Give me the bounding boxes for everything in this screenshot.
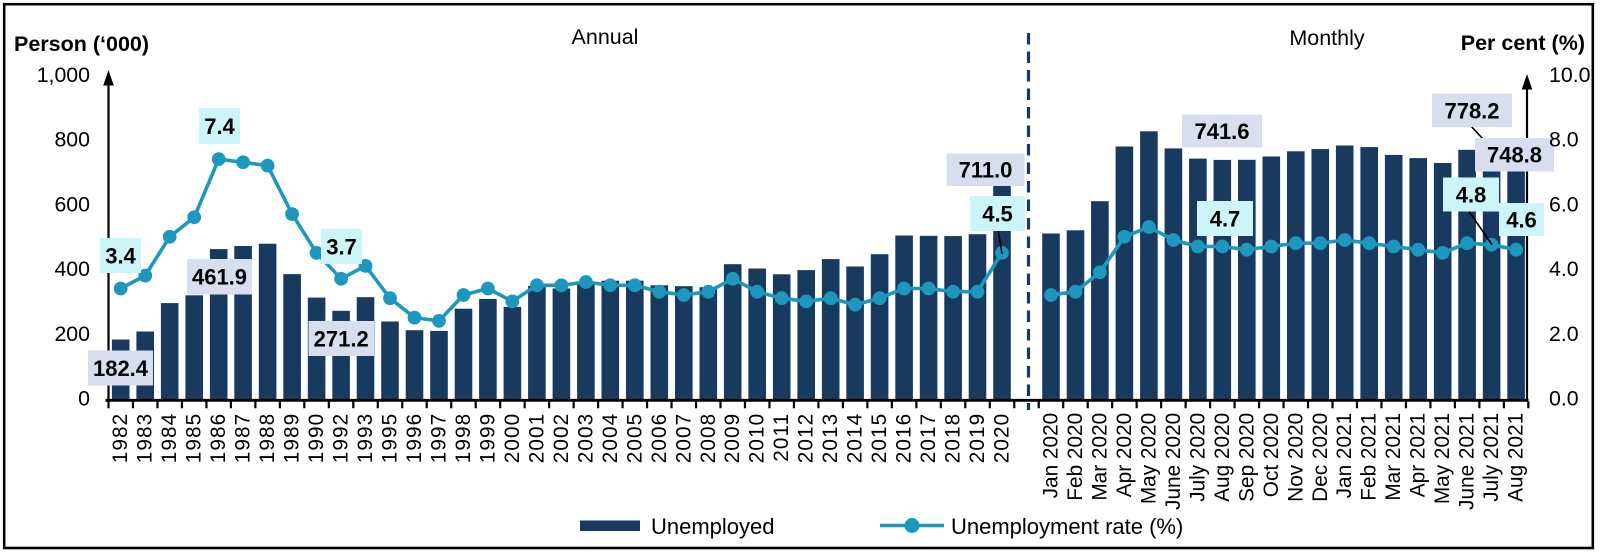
- svg-text:Dec 2020: Dec 2020: [1309, 413, 1332, 502]
- svg-text:2008: 2008: [697, 413, 720, 463]
- svg-text:200: 200: [54, 322, 90, 346]
- svg-text:Monthly: Monthly: [1289, 26, 1365, 50]
- svg-text:2019: 2019: [966, 413, 989, 463]
- svg-text:May 2021: May 2021: [1431, 413, 1454, 504]
- svg-text:800: 800: [54, 128, 90, 152]
- svg-text:Unemployed: Unemployed: [651, 514, 775, 539]
- svg-text:1985: 1985: [183, 413, 206, 463]
- svg-text:2001: 2001: [525, 413, 548, 463]
- svg-text:2000: 2000: [501, 413, 524, 463]
- svg-text:2012: 2012: [795, 413, 818, 463]
- svg-text:Nov 2020: Nov 2020: [1284, 413, 1307, 502]
- svg-text:7.4: 7.4: [204, 114, 235, 139]
- svg-text:Aug 2020: Aug 2020: [1211, 413, 1234, 502]
- svg-text:4.5: 4.5: [982, 202, 1013, 227]
- svg-text:2017: 2017: [917, 413, 940, 463]
- svg-text:Person (‘000): Person (‘000): [14, 32, 149, 56]
- svg-text:0.0: 0.0: [1549, 387, 1579, 411]
- svg-text:1993: 1993: [354, 413, 377, 463]
- svg-text:1984: 1984: [158, 413, 181, 463]
- svg-text:2002: 2002: [550, 413, 573, 463]
- svg-text:2011: 2011: [770, 413, 793, 462]
- svg-text:400: 400: [54, 257, 90, 281]
- svg-text:2003: 2003: [574, 413, 597, 463]
- svg-text:Sep 2020: Sep 2020: [1235, 413, 1258, 502]
- svg-text:Mar 2021: Mar 2021: [1382, 413, 1405, 501]
- svg-text:1995: 1995: [379, 413, 402, 463]
- svg-text:Mar 2020: Mar 2020: [1088, 413, 1111, 501]
- svg-text:Annual: Annual: [572, 25, 639, 49]
- svg-text:Feb 2020: Feb 2020: [1064, 413, 1087, 501]
- svg-text:1990: 1990: [305, 413, 328, 463]
- svg-text:4.0: 4.0: [1549, 257, 1579, 281]
- svg-text:2009: 2009: [721, 413, 744, 463]
- svg-text:2007: 2007: [672, 413, 695, 463]
- svg-text:182.4: 182.4: [93, 356, 149, 381]
- svg-text:1989: 1989: [281, 413, 304, 463]
- svg-text:6.0: 6.0: [1549, 192, 1579, 216]
- svg-text:1982: 1982: [109, 413, 132, 463]
- svg-text:2013: 2013: [819, 413, 842, 463]
- svg-text:Jan 2020: Jan 2020: [1040, 413, 1063, 499]
- svg-text:461.9: 461.9: [192, 265, 247, 290]
- svg-text:2018: 2018: [942, 413, 965, 463]
- svg-text:2014: 2014: [844, 413, 867, 463]
- svg-text:3.7: 3.7: [326, 235, 357, 260]
- svg-text:Oct 2020: Oct 2020: [1260, 413, 1283, 497]
- svg-text:4.8: 4.8: [1456, 183, 1487, 208]
- svg-text:1,000: 1,000: [37, 63, 90, 87]
- svg-text:1986: 1986: [207, 413, 230, 463]
- svg-text:2015: 2015: [868, 413, 891, 463]
- svg-text:1988: 1988: [256, 413, 279, 463]
- svg-text:8.0: 8.0: [1549, 128, 1579, 152]
- svg-text:1987: 1987: [232, 413, 255, 463]
- svg-text:10.0: 10.0: [1549, 63, 1591, 87]
- svg-text:June 2020: June 2020: [1162, 413, 1185, 510]
- svg-text:May 2020: May 2020: [1137, 413, 1160, 504]
- svg-text:0: 0: [78, 387, 90, 411]
- svg-text:271.2: 271.2: [314, 327, 369, 352]
- svg-text:Per cent (%): Per cent (%): [1461, 31, 1585, 55]
- svg-text:July 2020: July 2020: [1186, 413, 1209, 502]
- svg-text:600: 600: [54, 192, 90, 216]
- svg-text:Jan 2021: Jan 2021: [1333, 413, 1356, 499]
- svg-text:Feb 2021: Feb 2021: [1358, 413, 1381, 501]
- svg-text:748.8: 748.8: [1487, 143, 1542, 168]
- svg-text:4.7: 4.7: [1210, 207, 1241, 232]
- svg-text:Apr 2020: Apr 2020: [1113, 413, 1136, 497]
- svg-text:1998: 1998: [452, 413, 475, 463]
- svg-text:711.0: 711.0: [959, 158, 1013, 183]
- svg-text:2006: 2006: [648, 413, 671, 463]
- svg-text:1983: 1983: [134, 413, 157, 463]
- svg-text:Apr 2021: Apr 2021: [1407, 413, 1430, 497]
- svg-text:Unemployment rate (%): Unemployment rate (%): [951, 514, 1183, 539]
- svg-text:1996: 1996: [403, 413, 426, 463]
- svg-text:1999: 1999: [476, 413, 499, 463]
- svg-text:1992: 1992: [330, 413, 353, 463]
- svg-text:741.6: 741.6: [1194, 119, 1249, 144]
- svg-text:Aug 2021: Aug 2021: [1505, 413, 1528, 502]
- svg-text:2004: 2004: [599, 413, 622, 463]
- svg-text:July 2021: July 2021: [1480, 413, 1503, 502]
- svg-text:June 2021: June 2021: [1456, 413, 1479, 510]
- svg-text:4.6: 4.6: [1506, 208, 1537, 233]
- svg-text:778.2: 778.2: [1444, 98, 1499, 123]
- svg-text:2010: 2010: [746, 413, 769, 463]
- svg-text:2020: 2020: [991, 413, 1014, 463]
- svg-text:2005: 2005: [623, 413, 646, 463]
- svg-text:2.0: 2.0: [1549, 322, 1579, 346]
- svg-text:1997: 1997: [428, 413, 451, 463]
- svg-text:2016: 2016: [893, 413, 916, 463]
- svg-text:3.4: 3.4: [105, 244, 136, 269]
